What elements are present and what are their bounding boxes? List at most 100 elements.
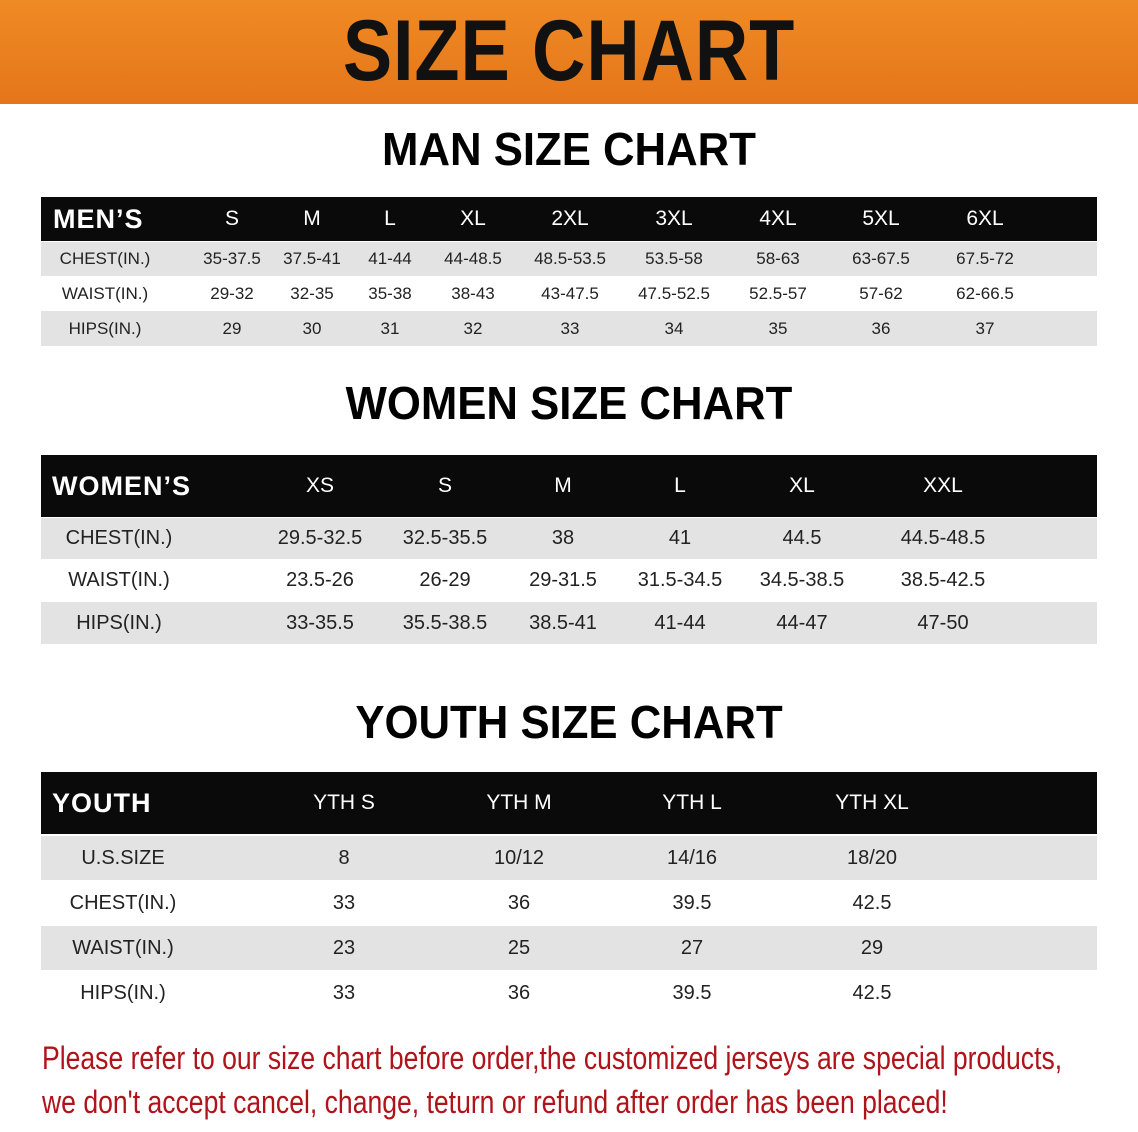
table-cell: 30 [302, 318, 322, 338]
women-header-row: WOMEN’S XS S M L XL XXL [41, 455, 1097, 517]
table-cell: 8 [338, 846, 350, 869]
table-cell: 29-31.5 [529, 569, 597, 591]
table-cell: 14/16 [666, 846, 718, 869]
table-cell: 35.5-38.5 [402, 611, 488, 634]
size-column-header: XL [460, 207, 486, 230]
table-cell: 39.5 [672, 891, 712, 914]
table-cell: 23.5-26 [286, 569, 354, 591]
men-section-title: MAN SIZE CHART [382, 123, 756, 175]
table-cell: 43-47.5 [541, 284, 599, 303]
table-cell: 44.5-48.5 [900, 527, 986, 549]
table-cell: 36 [507, 891, 531, 914]
table-cell: 32-35 [290, 284, 334, 303]
size-column-header: 6XL [966, 207, 1004, 230]
table-row: CHEST(IN.) 29.5-32.5 32.5-35.5 38 41 44.5 44.5… [41, 518, 1097, 559]
size-column-header: L [384, 207, 396, 230]
table-cell: 36 [507, 981, 531, 1004]
table-row: CHEST(IN.) 35-37.5 37.5-41 41-44 44-48.5 48.5… [41, 242, 1097, 276]
women-size-table: WOMEN’S XS S M L XL XXL CHEST(IN.) 29.5-32.5 32.5… [41, 455, 1097, 645]
measurement-label: HIPS(IN.) [76, 611, 162, 634]
size-column-header: 4XL [759, 207, 797, 230]
table-cell: 10/12 [493, 846, 545, 869]
table-cell: 35-37.5 [203, 249, 261, 268]
measurement-label: WAIST(IN.) [61, 284, 149, 303]
measurement-label: CHEST(IN.) [59, 249, 151, 268]
table-row: HIPS(IN.) 29 30 31 32 33 34 35 36 37 [41, 311, 1097, 346]
size-column-header: S [224, 207, 240, 230]
table-cell: 52.5-57 [749, 284, 807, 303]
size-column-header: M [303, 207, 321, 230]
measurement-label: CHEST(IN.) [69, 891, 177, 914]
youth-header-row: YOUTH YTH S YTH M YTH L YTH XL [41, 772, 1097, 834]
table-cell: 31.5-34.5 [637, 569, 723, 591]
table-cell: 33 [332, 891, 356, 914]
measurement-label: WAIST(IN.) [72, 936, 174, 959]
table-cell: 37.5-41 [283, 249, 341, 268]
table-cell: 39.5 [672, 981, 712, 1004]
youth-size-table: YOUTH YTH S YTH M YTH L YTH XL U.S.SIZE 8 10/12… [41, 772, 1097, 1016]
table-cell: 58-63 [756, 249, 800, 268]
table-cell: 18/20 [846, 846, 898, 869]
table-cell: 34.5-38.5 [759, 569, 845, 591]
table-cell: 62-66.5 [956, 284, 1014, 303]
table-cell: 29.5-32.5 [277, 527, 363, 549]
table-cell: 25 [507, 936, 531, 959]
table-cell: 38-43 [451, 284, 495, 303]
table-row: CHEST(IN.) 33 36 39.5 42.5 [41, 881, 1097, 925]
table-cell: 33-35.5 [286, 611, 354, 634]
table-row: WAIST(IN.) 23 25 27 29 [41, 926, 1097, 970]
table-cell: 32.5-35.5 [402, 527, 488, 549]
table-cell: 35-38 [368, 284, 412, 303]
table-cell: 48.5-53.5 [534, 249, 606, 268]
size-column-header: 5XL [862, 207, 900, 230]
table-cell: 47.5-52.5 [638, 284, 710, 303]
size-column-header: YTH XL [835, 791, 909, 814]
size-column-header: YTH S [313, 791, 375, 814]
size-column-header: 2XL [551, 207, 589, 230]
header-label: WOMEN’S [52, 470, 191, 501]
table-cell: 42.5 [852, 981, 892, 1004]
table-cell: 26-29 [419, 569, 471, 591]
table-cell: 33 [560, 318, 580, 338]
header-label: MEN’S [53, 203, 144, 234]
size-column-header: XL [789, 474, 815, 497]
banner: SIZE CHART [0, 0, 1138, 104]
table-cell: 31 [380, 318, 400, 338]
size-column-header: YTH M [486, 791, 552, 814]
table-cell: 23 [332, 936, 356, 959]
table-cell: 41-44 [654, 611, 706, 634]
table-cell: 32 [463, 318, 483, 338]
table-row: HIPS(IN.) 33 36 39.5 42.5 [41, 971, 1097, 1015]
measurement-label: WAIST(IN.) [68, 569, 170, 591]
table-cell: 44-47 [776, 611, 828, 634]
size-column-header: S [437, 474, 453, 497]
size-column-header: YTH L [662, 791, 722, 814]
table-cell: 57-62 [859, 284, 903, 303]
table-cell: 44-48.5 [444, 249, 502, 268]
measurement-label: HIPS(IN.) [68, 318, 142, 338]
table-cell: 41 [668, 527, 692, 549]
table-row: WAIST(IN.) 29-32 32-35 35-38 38-43 43-47.5 47.… [41, 277, 1097, 311]
measurement-label: U.S.SIZE [81, 846, 165, 869]
size-column-header: M [554, 474, 572, 497]
size-column-header: XXL [923, 474, 963, 497]
banner-title: SIZE CHART [342, 3, 796, 99]
table-cell: 47-50 [917, 611, 969, 634]
order-notice: Please refer to our size chart before or… [42, 1036, 1063, 1124]
table-cell: 63-67.5 [852, 249, 910, 268]
size-column-header: XS [305, 474, 335, 497]
notice-line-1: Please refer to our size chart before or… [42, 1040, 1063, 1076]
table-cell: 41-44 [368, 249, 412, 268]
table-cell: 38.5-42.5 [900, 569, 986, 591]
table-cell: 44.5 [782, 527, 822, 549]
table-cell: 35 [768, 318, 788, 338]
youth-section-title: YOUTH SIZE CHART [355, 696, 783, 748]
size-column-header: 3XL [655, 207, 693, 230]
table-cell: 34 [664, 318, 684, 338]
table-cell: 38 [551, 527, 575, 549]
size-column-header: L [674, 474, 686, 497]
table-cell: 27 [680, 936, 704, 959]
table-cell: 53.5-58 [645, 249, 703, 268]
measurement-label: CHEST(IN.) [65, 527, 173, 549]
table-cell: 37 [975, 318, 995, 338]
